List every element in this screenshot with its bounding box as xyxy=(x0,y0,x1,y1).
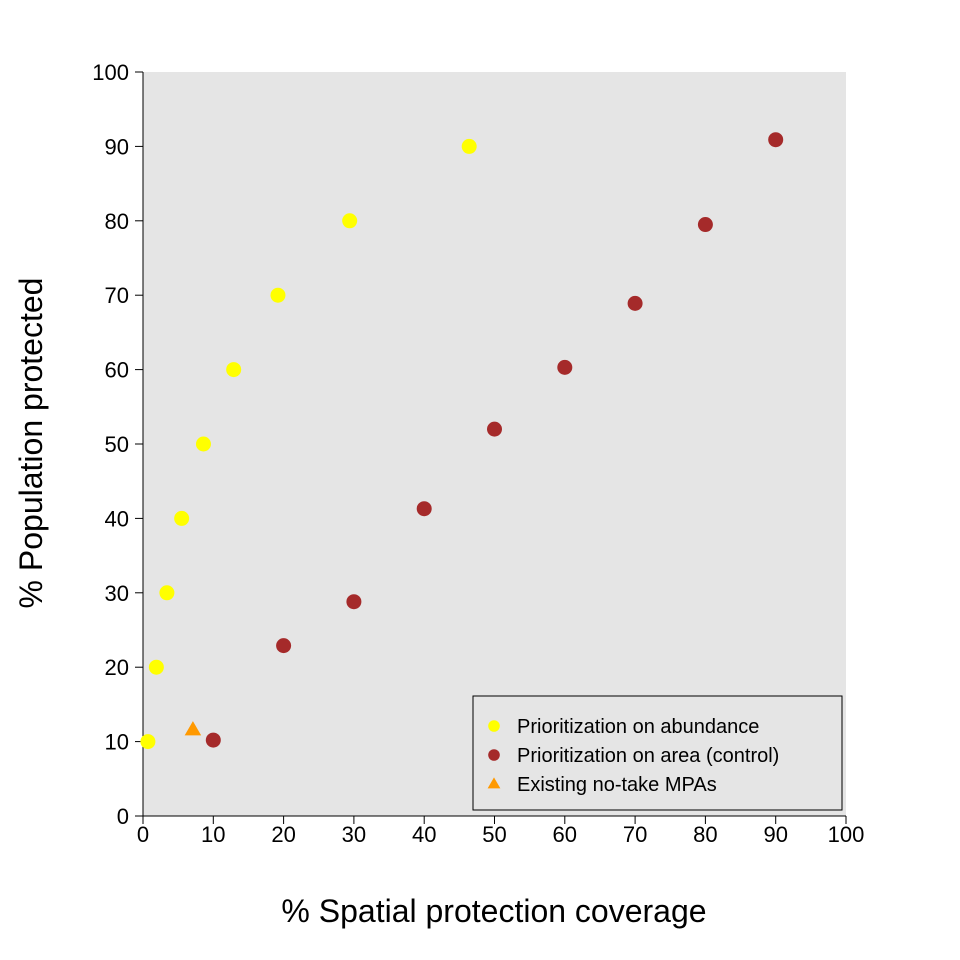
x-tick-label: 50 xyxy=(482,822,506,847)
x-tick-label: 40 xyxy=(412,822,436,847)
circle-point xyxy=(159,585,175,601)
y-tick-label: 90 xyxy=(105,134,129,159)
plot-background xyxy=(143,72,846,816)
y-tick-label: 100 xyxy=(92,60,129,85)
y-tick-label: 0 xyxy=(117,804,129,829)
y-axis: 0 10 20 30 40 50 60 70 80 90 100 xyxy=(92,60,144,829)
y-tick-label: 80 xyxy=(105,209,129,234)
y-tick-label: 10 xyxy=(105,730,129,755)
legend-label: Prioritization on area (control) xyxy=(517,745,779,767)
circle-point xyxy=(195,436,211,452)
legend-label: Prioritization on abundance xyxy=(517,716,759,738)
circle-point xyxy=(205,732,221,748)
circle-point xyxy=(174,510,190,526)
y-tick-label: 70 xyxy=(105,283,129,308)
x-axis: 0 10 20 30 40 50 60 70 80 90 100 xyxy=(137,815,865,847)
x-tick-label: 100 xyxy=(828,822,865,847)
circle-point xyxy=(270,287,286,303)
circle-point xyxy=(148,659,164,675)
circle-point xyxy=(461,138,477,154)
circle-point xyxy=(627,295,643,311)
x-axis-title: % Spatial protection coverage xyxy=(281,893,706,929)
y-tick-label: 20 xyxy=(105,655,129,680)
circle-point xyxy=(276,638,292,654)
y-tick-label: 40 xyxy=(105,506,129,531)
y-tick-label: 60 xyxy=(105,358,129,383)
x-tick-label: 20 xyxy=(271,822,295,847)
circle-point xyxy=(697,217,713,233)
series-2 xyxy=(205,132,784,748)
x-tick-label: 90 xyxy=(763,822,787,847)
triangle-point xyxy=(184,721,202,736)
legend-label: Existing no-take MPAs xyxy=(517,774,717,796)
series-1 xyxy=(140,138,477,750)
circle-point xyxy=(487,421,502,437)
x-tick-label: 0 xyxy=(137,822,149,847)
x-tick-label: 10 xyxy=(201,822,225,847)
circle-point xyxy=(416,501,432,517)
circle-point xyxy=(342,213,358,229)
circle-point xyxy=(557,359,573,375)
series-3 xyxy=(184,721,202,736)
circle-point xyxy=(140,734,156,750)
legend-marker xyxy=(488,720,500,732)
y-tick-label: 50 xyxy=(105,432,129,457)
x-tick-label: 60 xyxy=(553,822,577,847)
legend-marker xyxy=(488,749,500,761)
x-tick-label: 70 xyxy=(623,822,647,847)
x-tick-label: 80 xyxy=(693,822,717,847)
legend-marker xyxy=(487,777,501,789)
circle-point xyxy=(226,362,242,378)
legend-box xyxy=(472,695,843,811)
legend: Prioritization on abundance Prioritizatio… xyxy=(472,695,843,811)
data-points xyxy=(140,132,784,750)
y-tick-label: 30 xyxy=(105,581,129,606)
circle-point xyxy=(346,594,362,610)
x-tick-label: 30 xyxy=(342,822,366,847)
circle-point xyxy=(768,132,784,148)
y-axis-title: % Population protected xyxy=(13,278,49,609)
